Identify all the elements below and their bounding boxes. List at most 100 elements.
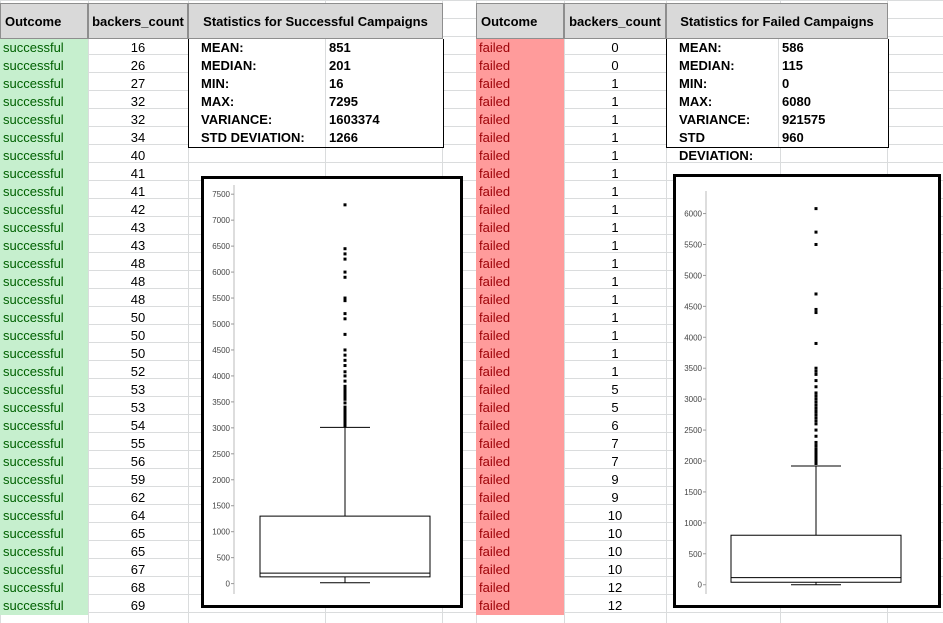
header-backers-successful[interactable]: backers_count [88, 3, 188, 39]
backers-cell[interactable]: 50 [130, 328, 146, 343]
stat-value[interactable]: 6080 [782, 94, 811, 109]
header-outcome-failed[interactable]: Outcome [476, 3, 564, 39]
stat-label[interactable]: MEAN: [667, 39, 779, 57]
backers-cell[interactable]: 10 [607, 526, 623, 541]
outcome-cell[interactable]: successful [0, 525, 88, 543]
outcome-cell[interactable]: failed [476, 309, 564, 327]
outcome-cell[interactable]: successful [0, 201, 88, 219]
stat-label[interactable]: STD DEVIATION: [667, 129, 779, 163]
backers-cell[interactable]: 53 [130, 382, 146, 397]
outcome-cell[interactable]: successful [0, 219, 88, 237]
backers-cell[interactable]: 10 [607, 544, 623, 559]
backers-cell[interactable]: 1 [611, 328, 619, 343]
backers-cell[interactable]: 48 [130, 274, 146, 289]
backers-cell[interactable]: 10 [607, 562, 623, 577]
backers-cell[interactable]: 40 [130, 148, 146, 163]
outcome-cell[interactable]: successful [0, 345, 88, 363]
outcome-cell[interactable]: successful [0, 489, 88, 507]
backers-cell[interactable]: 1 [611, 292, 619, 307]
outcome-cell[interactable]: failed [476, 273, 564, 291]
outcome-cell[interactable]: failed [476, 453, 564, 471]
backers-cell[interactable]: 5 [611, 382, 619, 397]
backers-cell[interactable]: 56 [130, 454, 146, 469]
backers-cell[interactable]: 27 [130, 76, 146, 91]
backers-cell[interactable]: 1 [611, 76, 619, 91]
outcome-cell[interactable]: failed [476, 219, 564, 237]
stat-value[interactable]: 7295 [329, 94, 358, 109]
backers-cell[interactable]: 64 [130, 508, 146, 523]
outcome-cell[interactable]: failed [476, 129, 564, 147]
outcome-cell[interactable]: failed [476, 201, 564, 219]
backers-cell[interactable]: 16 [130, 40, 146, 55]
outcome-cell[interactable]: failed [476, 345, 564, 363]
backers-cell[interactable]: 1 [611, 94, 619, 109]
stat-value[interactable]: 1266 [329, 130, 358, 145]
outcome-cell[interactable]: failed [476, 597, 564, 615]
outcome-cell[interactable]: successful [0, 273, 88, 291]
outcome-cell[interactable]: successful [0, 57, 88, 75]
stat-value[interactable]: 586 [782, 40, 804, 55]
outcome-cell[interactable]: failed [476, 75, 564, 93]
outcome-cell[interactable]: failed [476, 579, 564, 597]
outcome-cell[interactable]: successful [0, 579, 88, 597]
outcome-cell[interactable]: successful [0, 561, 88, 579]
outcome-cell[interactable]: successful [0, 327, 88, 345]
backers-cell[interactable]: 1 [611, 166, 619, 181]
outcome-cell[interactable]: failed [476, 327, 564, 345]
backers-cell[interactable]: 1 [611, 112, 619, 127]
backers-cell[interactable]: 1 [611, 310, 619, 325]
outcome-cell[interactable]: failed [476, 165, 564, 183]
outcome-cell[interactable]: successful [0, 309, 88, 327]
stat-value[interactable]: 0 [782, 76, 790, 91]
stat-label[interactable]: MAX: [667, 93, 779, 111]
stat-value[interactable]: 16 [329, 76, 344, 91]
outcome-cell[interactable]: failed [476, 111, 564, 129]
backers-cell[interactable]: 12 [607, 580, 623, 595]
backers-cell[interactable]: 55 [130, 436, 146, 451]
backers-cell[interactable]: 1 [611, 364, 619, 379]
outcome-cell[interactable]: successful [0, 435, 88, 453]
stat-label[interactable]: MEDIAN: [667, 57, 779, 75]
outcome-cell[interactable]: successful [0, 291, 88, 309]
backers-cell[interactable]: 1 [611, 274, 619, 289]
header-backers-failed[interactable]: backers_count [564, 3, 666, 39]
outcome-cell[interactable]: successful [0, 75, 88, 93]
stat-value[interactable]: 921575 [782, 112, 826, 127]
outcome-cell[interactable]: failed [476, 561, 564, 579]
backers-cell[interactable]: 1 [611, 184, 619, 199]
outcome-cell[interactable]: successful [0, 165, 88, 183]
backers-cell[interactable]: 62 [130, 490, 146, 505]
outcome-cell[interactable]: failed [476, 381, 564, 399]
backers-cell[interactable]: 0 [611, 40, 619, 55]
backers-cell[interactable]: 9 [611, 472, 619, 487]
backers-cell[interactable]: 1 [611, 148, 619, 163]
outcome-cell[interactable]: failed [476, 471, 564, 489]
stat-value[interactable]: 960 [782, 130, 804, 145]
backers-cell[interactable]: 41 [130, 166, 146, 181]
outcome-cell[interactable]: successful [0, 417, 88, 435]
backers-cell[interactable]: 48 [130, 292, 146, 307]
outcome-cell[interactable]: successful [0, 39, 88, 57]
backers-cell[interactable]: 50 [130, 310, 146, 325]
backers-cell[interactable]: 1 [611, 220, 619, 235]
backers-cell[interactable]: 52 [130, 364, 146, 379]
backers-cell[interactable]: 7 [611, 454, 619, 469]
backers-cell[interactable]: 7 [611, 436, 619, 451]
backers-cell[interactable]: 9 [611, 490, 619, 505]
backers-cell[interactable]: 1 [611, 256, 619, 271]
backers-cell[interactable]: 32 [130, 94, 146, 109]
outcome-cell[interactable]: successful [0, 507, 88, 525]
backers-cell[interactable]: 34 [130, 130, 146, 145]
outcome-cell[interactable]: successful [0, 543, 88, 561]
backers-cell[interactable]: 68 [130, 580, 146, 595]
outcome-cell[interactable]: failed [476, 417, 564, 435]
outcome-cell[interactable]: failed [476, 399, 564, 417]
backers-cell[interactable]: 67 [130, 562, 146, 577]
successful-boxplot[interactable]: 0 500 1000 1500 2000 2500 3000 3500 4000 4500 5000… [201, 176, 463, 608]
outcome-cell[interactable]: successful [0, 93, 88, 111]
outcome-cell[interactable]: successful [0, 183, 88, 201]
stat-label[interactable]: MAX: [189, 93, 326, 111]
outcome-cell[interactable]: successful [0, 147, 88, 165]
outcome-cell[interactable]: failed [476, 291, 564, 309]
outcome-cell[interactable]: failed [476, 39, 564, 57]
